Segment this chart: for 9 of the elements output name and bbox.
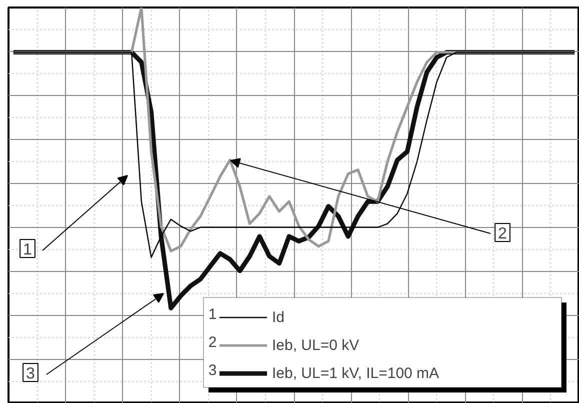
text: 1	[208, 306, 217, 323]
legend-label: Ieb, UL=0 kV	[272, 336, 360, 356]
text: 3	[208, 362, 217, 379]
annotation: 1	[23, 242, 32, 258]
annotation: 2	[498, 226, 508, 242]
legend-label: Ieb, UL=1 kV, IL=100 mA	[272, 364, 440, 384]
legend-label: Id	[272, 308, 286, 328]
annotation: 3	[26, 366, 36, 382]
text: 2	[208, 334, 217, 351]
